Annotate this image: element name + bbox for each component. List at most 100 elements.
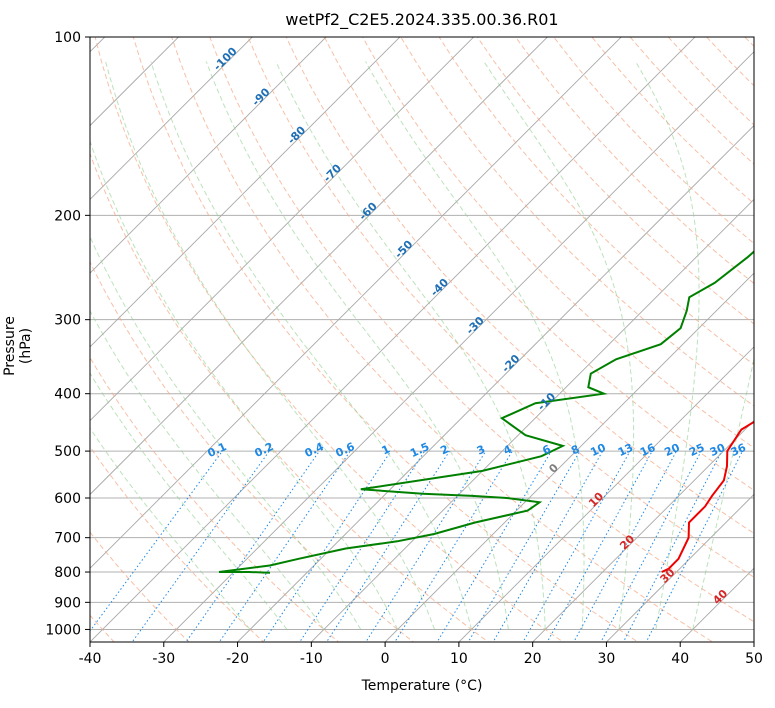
mixing-ratio-label: 8	[569, 443, 581, 458]
isotherm-label: -40	[428, 276, 451, 299]
mixing-ratio-line	[492, 450, 604, 642]
y-tick-label: 500	[54, 444, 81, 460]
mixing-ratio-label: 1.5	[408, 440, 431, 460]
moist-adiabat-line	[692, 356, 754, 630]
y-tick-label: 400	[54, 387, 81, 403]
mixing-ratio-label: 0.4	[303, 440, 326, 460]
dry-adiabat-line	[476, 37, 754, 325]
x-tick-label: -40	[79, 651, 102, 667]
y-tick-label: 600	[54, 491, 81, 507]
moist-adiabat-line	[105, 61, 436, 630]
mixing-ratio-label: 13	[616, 441, 635, 459]
isotherm-line	[90, 37, 696, 642]
moist-adiabat-line	[150, 61, 472, 630]
moist-adiabat-line	[483, 61, 635, 630]
dry-adiabat-line	[132, 37, 639, 642]
moist-adiabat-line	[90, 372, 288, 630]
isotherm-line	[90, 37, 401, 348]
dry-adiabat-line	[90, 614, 115, 642]
dry-adiabat-line	[629, 37, 754, 165]
mixing-ratio-label: 0.1	[205, 440, 228, 460]
dry-adiabat-line	[90, 356, 340, 642]
dry-adiabat-line	[90, 152, 490, 642]
isotherm-label: -60	[357, 200, 380, 223]
mixing-ratio-line	[326, 450, 450, 642]
mixing-ratio-label: 20	[662, 441, 682, 459]
mixing-ratio-label: 36	[729, 441, 749, 459]
isotherm-line	[532, 420, 754, 642]
x-tick-label: 30	[598, 651, 616, 667]
isotherm-line	[90, 37, 549, 496]
dewpoint-profile-line	[218, 250, 754, 574]
isotherm-line	[236, 124, 754, 642]
mixing-ratio-label: 16	[638, 441, 658, 459]
isotherm-line	[163, 51, 754, 642]
x-tick-label: 0	[381, 651, 390, 667]
y-tick-label: 900	[54, 595, 81, 611]
y-tick-label: 800	[54, 565, 81, 581]
isotherm-line	[90, 37, 180, 127]
mixing-ratio-line	[218, 450, 351, 642]
mixing-ratio-line	[546, 450, 653, 642]
y-tick-label: 300	[54, 313, 81, 329]
isotherm-line	[90, 37, 253, 200]
x-tick-label: 40	[671, 651, 689, 667]
mixing-ratio-line	[299, 450, 426, 642]
x-axis-label: Temperature (°C)	[361, 678, 483, 694]
mixing-ratio-line	[645, 450, 743, 642]
mixing-ratio-line	[185, 450, 320, 642]
isotherm-line	[384, 272, 754, 642]
isotherm-line	[0, 24, 44, 654]
dry-adiabat-line	[667, 37, 754, 126]
dry-adiabat-line	[94, 37, 564, 642]
isotherm-line	[679, 567, 754, 642]
isotherm-line	[90, 37, 475, 422]
mixing-ratio-label: 0.6	[334, 440, 357, 460]
isotherm-label: 10	[586, 490, 606, 510]
mixing-ratio-line	[467, 450, 581, 642]
moist-adiabat-line	[365, 61, 585, 630]
dry-adiabat-line	[553, 37, 754, 245]
x-tick-label: 50	[745, 651, 763, 667]
moist-adiabat-line	[90, 427, 251, 630]
y-tick-label: 200	[54, 208, 81, 224]
dry-adiabat-line	[744, 37, 754, 47]
dry-adiabat-line	[90, 531, 190, 642]
y-tick-label: 700	[54, 531, 81, 547]
isotherm-label: -30	[464, 314, 487, 337]
dry-adiabat-line	[591, 37, 754, 205]
dry-adiabat-line	[90, 446, 265, 642]
x-tick-label: 20	[524, 651, 542, 667]
chart-title: wetPf2_C2E5.2024.335.00.36.R01	[285, 10, 559, 29]
isotherm-label: -20	[499, 352, 522, 375]
x-tick-label: -20	[226, 651, 249, 667]
isotherm-label: 20	[617, 532, 637, 552]
moist-adiabat-line	[275, 61, 546, 630]
mixing-ratio-line	[131, 450, 270, 642]
mixing-ratio-line	[600, 450, 702, 642]
mixing-ratio-label: 25	[687, 441, 706, 459]
isotherm-label: 30	[658, 566, 678, 586]
mixing-ratio-label: 3	[475, 443, 487, 458]
plot-frame	[89, 36, 755, 643]
mixing-ratio-label: 30	[708, 441, 728, 459]
x-tick-label: -30	[152, 651, 175, 667]
isotherm-line	[605, 493, 754, 642]
x-tick-label: -10	[300, 651, 323, 667]
y-tick-label: 1000	[45, 622, 81, 638]
moist-adiabat-line	[635, 61, 700, 630]
dry-adiabat-line	[247, 37, 754, 578]
moist-adiabat-line	[90, 139, 399, 630]
moist-adiabat-line	[205, 61, 509, 630]
isotherm-label: -70	[321, 161, 344, 184]
dry-adiabat-line	[323, 37, 754, 491]
dry-adiabat-line	[706, 37, 754, 87]
temperature-profile-line	[661, 420, 754, 573]
x-tick-label: 10	[450, 651, 468, 667]
dry-adiabat-line	[400, 37, 754, 407]
dry-adiabat-line	[171, 37, 714, 642]
mixing-ratio-label: 0.2	[252, 440, 275, 460]
mixing-ratio-label: 1	[380, 443, 392, 458]
mixing-ratio-line	[522, 450, 631, 642]
